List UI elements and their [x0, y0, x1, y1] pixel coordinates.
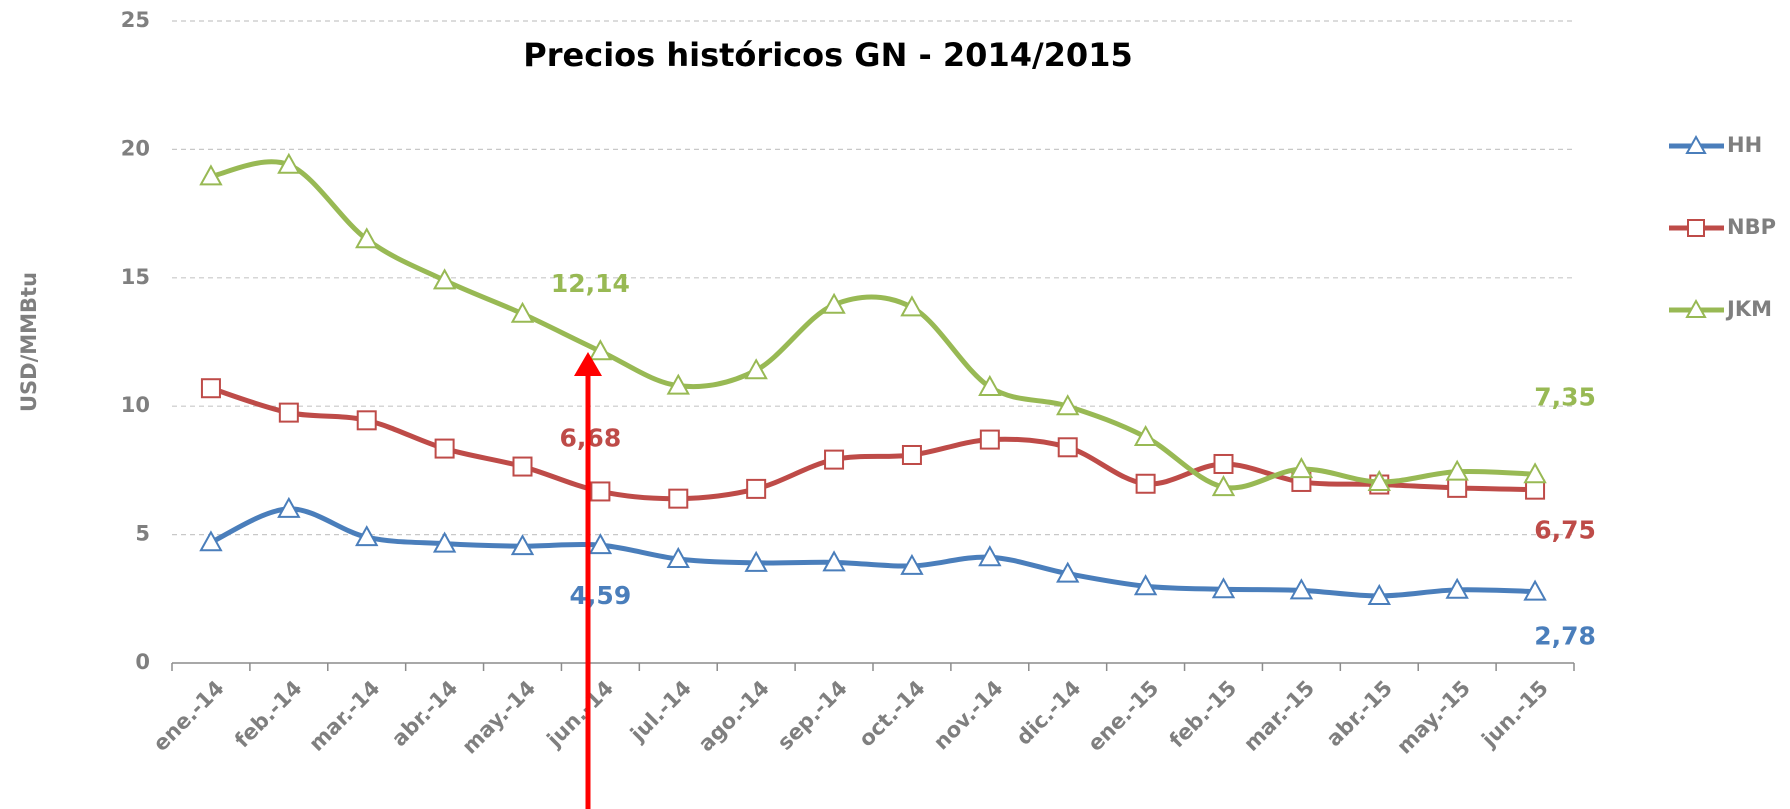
marker [822, 292, 846, 314]
marker [668, 488, 689, 509]
marker [199, 530, 223, 552]
x-tick-label: sep.-14 [773, 676, 852, 755]
data-label: 2,78 [1534, 622, 1596, 651]
y-tick-label: 5 [135, 522, 150, 546]
marker [666, 373, 690, 395]
marker [432, 531, 457, 553]
marker [356, 410, 377, 431]
marker [1135, 473, 1156, 494]
marker [278, 402, 299, 423]
data-label: 7,35 [1534, 382, 1596, 411]
x-tick-label: abr.-15 [1322, 676, 1397, 751]
marker [1523, 462, 1547, 484]
marker [200, 378, 221, 399]
marker [1525, 479, 1546, 500]
marker [900, 295, 924, 317]
marker [822, 550, 846, 572]
marker [1211, 475, 1236, 497]
marker [1057, 437, 1078, 458]
marker [824, 449, 845, 470]
x-tick-label: ago.-14 [694, 676, 774, 756]
x-tick-label: may.-15 [1392, 676, 1475, 759]
marker [199, 164, 223, 186]
marker [1687, 219, 1705, 237]
legend-item: NBP [1669, 215, 1776, 239]
marker [1056, 561, 1080, 583]
marker [1685, 298, 1707, 318]
marker [1447, 477, 1468, 498]
marker [1211, 577, 1236, 599]
y-tick-label: 15 [121, 265, 150, 289]
marker [277, 496, 301, 518]
arrow-head [574, 352, 602, 376]
marker [1289, 457, 1314, 479]
marker [1367, 469, 1391, 491]
marker [588, 533, 613, 555]
marker [1523, 579, 1547, 601]
y-tick-label: 25 [121, 8, 150, 32]
data-label: 6,75 [1534, 516, 1596, 545]
x-tick-label: oct.-14 [854, 676, 930, 752]
marker [590, 481, 611, 502]
legend-item: JKM [1669, 297, 1772, 321]
series-line [210, 159, 1536, 491]
x-tick-label: ene.-14 [149, 676, 229, 756]
legend-label: HH [1727, 133, 1762, 157]
marker [1213, 453, 1234, 474]
y-axis-title: USD/MMBtu [17, 272, 41, 412]
x-tick-label: mar.-15 [1239, 676, 1319, 756]
marker [432, 268, 457, 290]
x-tick-label: jun.-15 [1476, 676, 1552, 752]
y-tick-label: 10 [121, 393, 150, 417]
series-line [209, 506, 1536, 599]
marker [434, 438, 455, 459]
x-tick-label: mar.-14 [304, 676, 384, 756]
marker [746, 478, 767, 499]
x-tick-label: jul.-14 [625, 676, 696, 747]
marker [277, 152, 301, 174]
marker [510, 301, 535, 323]
marker [900, 553, 924, 575]
x-tick-label: jun.-14 [542, 676, 618, 752]
marker [1445, 577, 1469, 599]
marker [512, 456, 533, 477]
marker [978, 374, 1002, 396]
x-tick-label: feb.-14 [230, 676, 307, 753]
x-tick-label: nov.-14 [929, 676, 1008, 755]
marker [1133, 574, 1158, 596]
legend-item: HH [1669, 133, 1762, 157]
y-tick-label: 20 [121, 136, 150, 160]
legend-label: JKM [1725, 297, 1772, 321]
marker [744, 550, 768, 572]
marker [355, 525, 379, 547]
x-tick-label: feb.-15 [1165, 676, 1242, 753]
marker [1685, 134, 1707, 154]
marker [978, 545, 1002, 567]
legend-label: NBP [1727, 215, 1776, 239]
data-label: 4,59 [570, 581, 632, 610]
x-tick-label: ene.-15 [1083, 676, 1163, 756]
marker [979, 429, 1000, 450]
series-line [210, 385, 1536, 502]
marker [666, 546, 690, 568]
marker [1289, 578, 1314, 600]
marker [1133, 424, 1158, 447]
marker [1367, 583, 1391, 605]
x-tick-label: abr.-14 [387, 676, 462, 751]
chart-title: Precios históricos GN - 2014/2015 [523, 36, 1132, 74]
marker [901, 444, 922, 465]
x-tick-label: dic.-14 [1012, 676, 1086, 750]
marker [744, 358, 768, 380]
x-tick-label: may.-14 [457, 676, 540, 759]
marker [588, 339, 613, 361]
marker [510, 534, 535, 556]
marker [1056, 394, 1080, 416]
y-tick-label: 0 [135, 650, 150, 674]
marker [1445, 459, 1469, 481]
data-label: 12,14 [551, 269, 630, 298]
marker [355, 227, 379, 249]
